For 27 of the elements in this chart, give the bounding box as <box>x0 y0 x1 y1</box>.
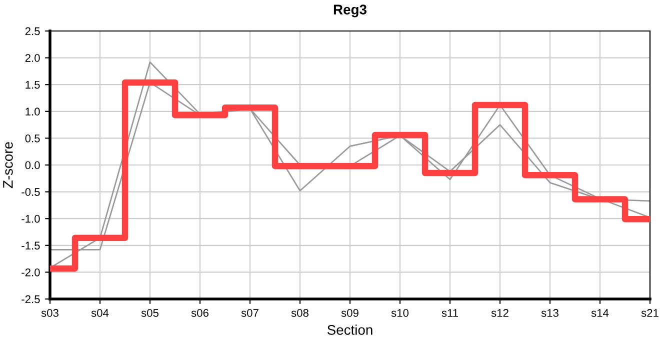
x-tick-label: s12 <box>491 309 508 317</box>
x-tick-label: s14 <box>591 309 609 317</box>
x-tick-label: s04 <box>91 309 109 317</box>
x-tick-label: s08 <box>291 309 308 317</box>
y-tick-label: 0.0 <box>25 161 40 170</box>
y-tick-label: -2.5 <box>22 295 40 304</box>
y-tick-label: 1.0 <box>26 108 40 116</box>
y-tick-label: -2.0 <box>22 268 40 276</box>
chart-title: Reg3 <box>334 4 366 18</box>
y-tick-label: 1.5 <box>26 80 40 89</box>
y-tick-label: -0.5 <box>22 188 40 196</box>
y-tick-label: 2.5 <box>25 27 40 36</box>
x-axis-title: Section <box>327 324 372 335</box>
x-tick-label: s05 <box>141 309 158 317</box>
x-tick-label: s11 <box>442 309 458 317</box>
x-tick-label: s06 <box>191 309 208 317</box>
y-tick-label: 2.0 <box>25 54 40 62</box>
x-tick-label: s13 <box>541 309 558 317</box>
x-tick-label: s07 <box>241 309 258 317</box>
y-axis-title: Z-score <box>3 142 13 188</box>
y-tick-label: 0.5 <box>25 134 40 142</box>
x-tick-label: s09 <box>341 309 358 317</box>
x-tick-label: s21 <box>641 309 658 317</box>
x-tick-label: s10 <box>391 309 409 317</box>
y-tick-label: -1.5 <box>22 242 40 250</box>
y-tick-label: -1.0 <box>22 214 40 223</box>
x-tick-label: s03 <box>41 309 58 317</box>
